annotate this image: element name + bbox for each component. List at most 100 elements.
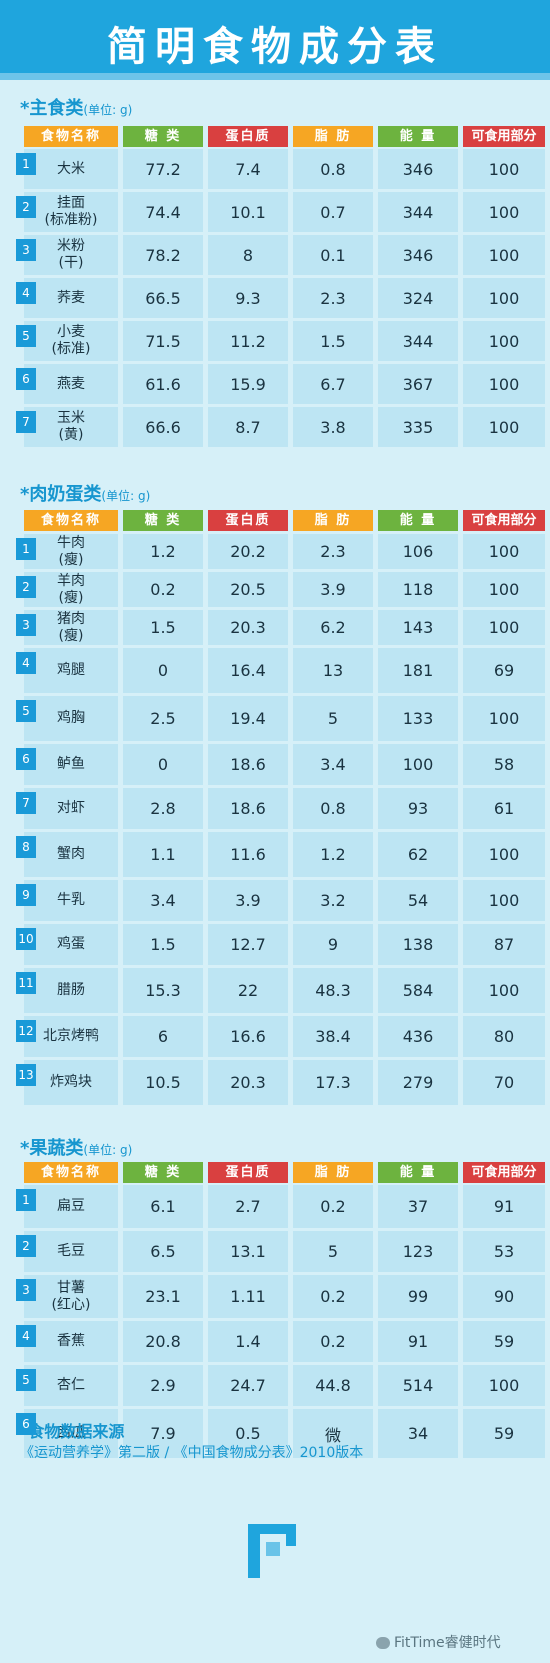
cell-fat: 0.8 [293,788,373,829]
food-name: 炸鸡块 [24,1060,118,1105]
cell-energy: 91 [378,1321,458,1362]
cell-protein: 16.6 [208,1016,288,1057]
cell-energy: 335 [378,407,458,447]
row-number-badge: 1 [16,538,36,560]
food-name: 毛豆 [24,1231,118,1272]
table-header: 食物名称糖 类蛋白质脂 肪能 量可食用部分 [24,1162,545,1183]
food-name: 扁豆 [24,1185,118,1228]
food-name: 挂面 (标准粉) [24,192,118,232]
cell-sugar: 6 [123,1016,203,1057]
section-unit: (单位: g) [83,103,133,117]
row-number-badge: 7 [16,411,36,433]
cell-sugar: 0 [123,648,203,693]
brand-watermark: FitTime睿健时代 [376,1632,501,1652]
cell-sugar: 6.5 [123,1231,203,1272]
cell-energy: 324 [378,278,458,318]
cell-sugar: 71.5 [123,321,203,361]
header-sugar: 糖 类 [123,1162,203,1183]
table-row: 3 甘薯 (红心) 23.1 1.11 0.2 99 90 [16,1275,545,1321]
cell-energy: 99 [378,1275,458,1318]
cell-edible: 100 [463,235,545,275]
cell-sugar: 7.9 [123,1409,203,1458]
cell-edible: 70 [463,1060,545,1105]
row-number-badge: 1 [16,1189,36,1211]
table-row: 4 鸡腿 0 16.4 13 181 69 [16,648,545,696]
food-name: 北京烤鸭 [24,1016,118,1057]
cell-sugar: 66.5 [123,278,203,318]
source-text: 《运动营养学》第二版 / 《中国食物成分表》2010版本 [20,1445,364,1461]
cell-energy: 123 [378,1231,458,1272]
row-number-badge: 4 [16,1325,36,1347]
table-row: 9 牛乳 3.4 3.9 3.2 54 100 [16,880,545,924]
header-fat: 脂 肪 [293,510,373,531]
cell-fat: 5 [293,1231,373,1272]
row-number-badge: 7 [16,792,36,814]
cell-energy: 37 [378,1185,458,1228]
cell-sugar: 74.4 [123,192,203,232]
cell-protein: 1.4 [208,1321,288,1362]
header-protein: 蛋白质 [208,126,288,147]
table-row: 3 猪肉 (瘦) 1.5 20.3 6.2 143 100 [16,610,545,648]
cell-protein: 19.4 [208,696,288,741]
cell-sugar: 23.1 [123,1275,203,1318]
cell-edible: 90 [463,1275,545,1318]
cell-sugar: 0 [123,744,203,785]
cell-sugar: 77.2 [123,149,203,189]
cell-fat: 微 [293,1409,373,1458]
cell-edible: 59 [463,1409,545,1458]
cell-energy: 584 [378,968,458,1013]
cell-sugar: 2.8 [123,788,203,829]
cell-protein: 11.2 [208,321,288,361]
cell-protein: 20.5 [208,572,288,607]
cell-protein: 9.3 [208,278,288,318]
cell-edible: 100 [463,610,545,645]
cell-energy: 279 [378,1060,458,1105]
section-title: *果蔬类(单位: g) [20,1134,132,1160]
table-row: 7 对虾 2.8 18.6 0.8 93 61 [16,788,545,832]
food-name: 对虾 [24,788,118,829]
cell-edible: 58 [463,744,545,785]
food-name: 小麦 (标准) [24,321,118,361]
row-number-badge: 11 [16,972,36,994]
cell-edible: 53 [463,1231,545,1272]
table-row: 1 大米 77.2 7.4 0.8 346 100 [16,149,545,192]
food-name: 牛肉 (瘦) [24,534,118,569]
header-energy: 能 量 [378,126,458,147]
food-name: 鲈鱼 [24,744,118,785]
food-name: 香蕉 [24,1321,118,1362]
cell-fat: 6.2 [293,610,373,645]
table-row: 2 羊肉 (瘦) 0.2 20.5 3.9 118 100 [16,572,545,610]
cell-energy: 143 [378,610,458,645]
cell-fat: 2.3 [293,278,373,318]
food-name: 猪肉 (瘦) [24,610,118,645]
cell-fat: 44.8 [293,1365,373,1406]
cell-edible: 91 [463,1185,545,1228]
cell-protein: 11.6 [208,832,288,877]
table-row: 13 炸鸡块 10.5 20.3 17.3 279 70 [16,1060,545,1108]
food-name: 腊肠 [24,968,118,1013]
cell-energy: 344 [378,321,458,361]
cell-energy: 367 [378,364,458,404]
header-sugar: 糖 类 [123,126,203,147]
table-row: 5 鸡胸 2.5 19.4 5 133 100 [16,696,545,744]
cell-edible: 100 [463,192,545,232]
cell-protein: 15.9 [208,364,288,404]
cell-edible: 100 [463,880,545,921]
header-edible: 可食用部分 [463,126,545,147]
cell-fat: 0.2 [293,1321,373,1362]
cell-protein: 8 [208,235,288,275]
cell-protein: 22 [208,968,288,1013]
cell-fat: 6.7 [293,364,373,404]
food-name: 鸡胸 [24,696,118,741]
table-row: 8 蟹肉 1.1 11.6 1.2 62 100 [16,832,545,880]
cell-fat: 9 [293,924,373,965]
table-header: 食物名称糖 类蛋白质脂 肪能 量可食用部分 [24,126,545,147]
cell-sugar: 10.5 [123,1060,203,1105]
header-protein: 蛋白质 [208,1162,288,1183]
cell-protein: 20.3 [208,1060,288,1105]
row-number-badge: 13 [16,1064,36,1086]
cell-protein: 18.6 [208,744,288,785]
section-name: *主食类 [20,98,84,119]
section-unit: (单位: g) [83,1143,133,1157]
table-row: 6 鲈鱼 0 18.6 3.4 100 58 [16,744,545,788]
